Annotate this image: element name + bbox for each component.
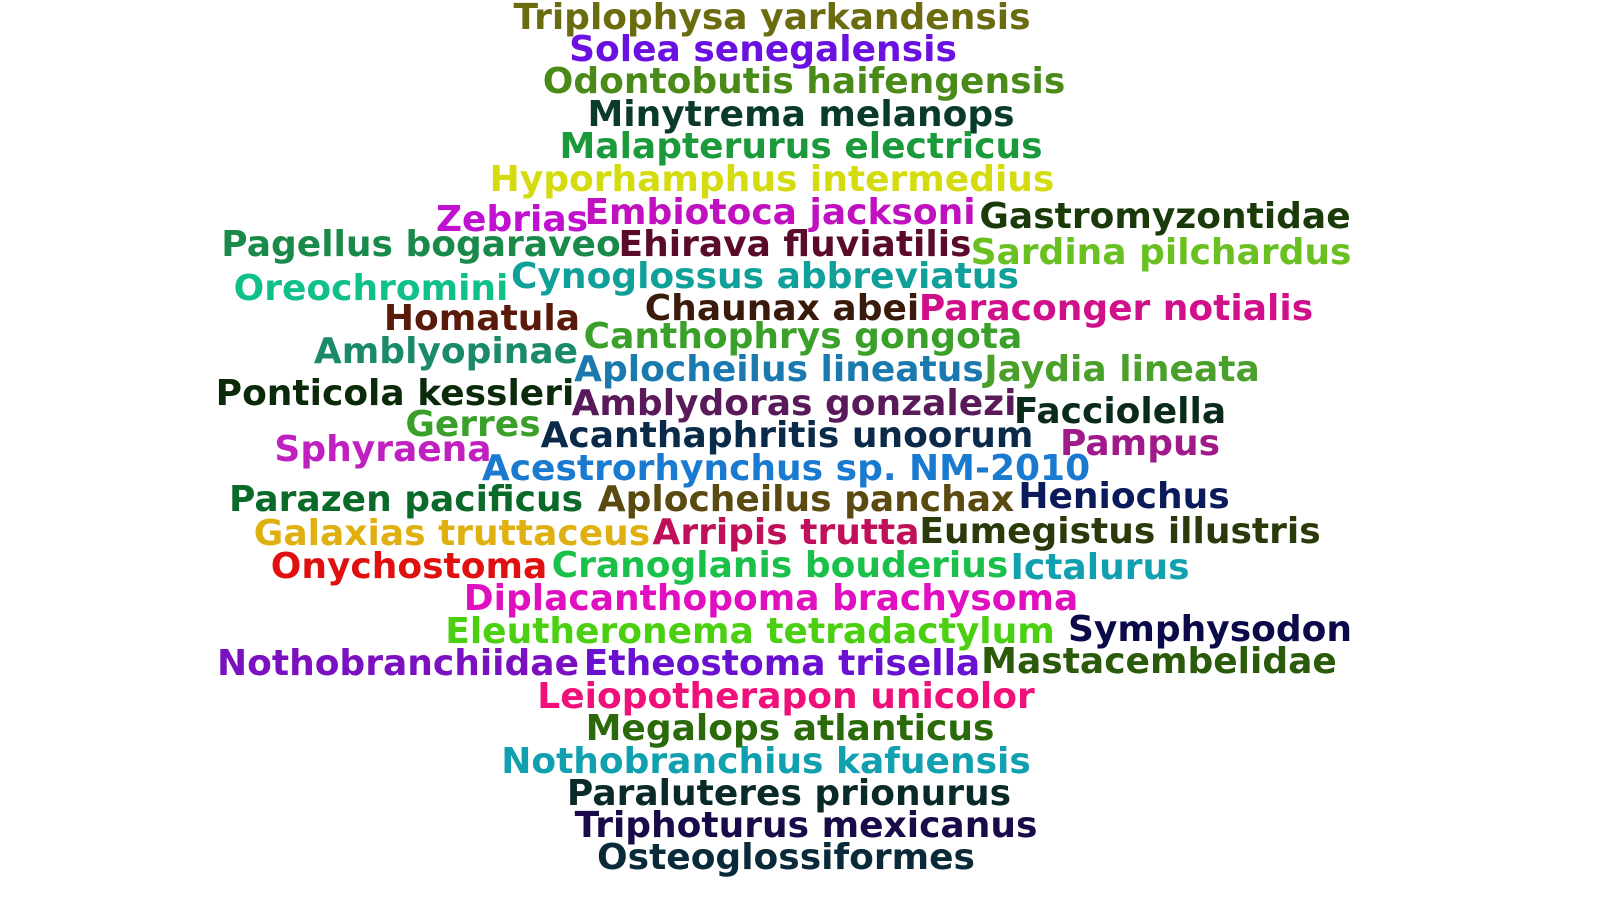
cloud-word: Solea senegalensis — [569, 29, 957, 70]
cloud-word: Parazen pacificus — [228, 479, 584, 520]
cloud-word: Eumegistus illustris — [919, 511, 1321, 552]
cloud-word: Embiotoca jacksoni — [584, 192, 976, 233]
cloud-word: Ictalurus — [1010, 547, 1190, 588]
cloud-word: Nothobranchius kafuensis — [501, 741, 1031, 782]
cloud-word: Ehirava fluviatilis — [618, 224, 972, 265]
cloud-word: Homatula — [383, 298, 581, 339]
cloud-word: Triphoturus mexicanus — [574, 805, 1038, 846]
cloud-word: Hyporhamphus intermedius — [489, 159, 1055, 200]
cloud-word: Facciolella — [1013, 391, 1227, 432]
cloud-word: Heniochus — [1018, 476, 1230, 517]
cloud-word: Symphysodon — [1067, 609, 1353, 650]
cloud-word: Chaunax abei — [644, 288, 920, 329]
cloud-word: Oreochromini — [233, 268, 509, 309]
cloud-word: Pampus — [1059, 423, 1221, 464]
cloud-word: Aplocheilus lineatus — [574, 349, 984, 390]
cloud-word: Zebrias — [435, 199, 589, 240]
cloud-word: Paraconger notialis — [918, 288, 1314, 329]
cloud-word: Amblydoras gonzalezi — [571, 383, 1017, 424]
cloud-word: Gerres — [405, 404, 541, 445]
cloud-word: Nothobranchiidae — [216, 643, 580, 684]
cloud-word: Paraluteres prionurus — [566, 773, 1012, 814]
cloud-word: Cynoglossus abbreviatus — [511, 256, 1019, 297]
cloud-word: Eleutheronema tetradactylum — [445, 611, 1055, 652]
cloud-word: Sardina pilchardus — [970, 232, 1352, 273]
cloud-word: Diplacanthopoma brachysoma — [463, 578, 1079, 619]
cloud-word: Malapterurus electricus — [559, 126, 1043, 167]
cloud-word: Pagellus bogaraveo — [221, 224, 621, 265]
cloud-word: Megalops atlanticus — [585, 708, 995, 749]
cloud-word: Triplophysa yarkandensis — [513, 0, 1031, 38]
cloud-word: Arripis trutta — [652, 512, 920, 553]
cloud-word: Minytrema melanops — [587, 94, 1015, 135]
cloud-word: Jaydia lineata — [984, 349, 1260, 390]
cloud-word: Ponticola kessleri — [215, 373, 575, 414]
cloud-word: Sphyraena — [274, 429, 492, 470]
cloud-word: Aplocheilus panchax — [597, 479, 1015, 520]
cloud-word: Gastromyzontidae — [979, 196, 1351, 237]
cloud-word: Mastacembelidae — [981, 641, 1337, 682]
cloud-word: Amblyopinae — [313, 331, 579, 372]
cloud-word: Onychostoma — [270, 546, 548, 587]
cloud-word: Acestrorhynchus sp. NM-2010 — [481, 448, 1091, 489]
cloud-word: Odontobutis haifengensis — [542, 61, 1066, 102]
cloud-word: Cranoglanis bouderius — [551, 545, 1009, 586]
cloud-word: Galaxias truttaceus — [253, 513, 651, 554]
cloud-word: Acanthaphritis unoorum — [540, 415, 1034, 456]
cloud-word: Canthophrys gongota — [583, 316, 1023, 357]
cloud-word: Leiopotherapon unicolor — [537, 676, 1035, 717]
cloud-word: Etheostoma trisella — [583, 643, 981, 684]
cloud-word: Osteoglossiformes — [597, 837, 975, 878]
